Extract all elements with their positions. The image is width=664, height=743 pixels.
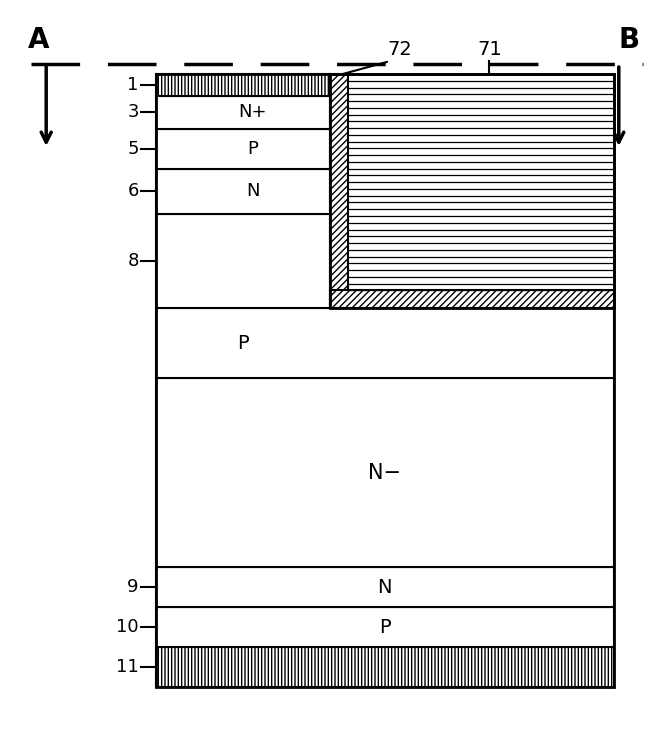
Bar (156, 169, 330, 213)
Text: 6: 6 (127, 182, 139, 200)
Bar (330, 74, 614, 308)
Bar (156, 378, 614, 567)
Text: 10: 10 (116, 618, 139, 636)
Text: 9: 9 (127, 578, 139, 596)
Bar (156, 96, 330, 129)
Text: 3: 3 (127, 103, 139, 121)
Text: 5: 5 (127, 140, 139, 158)
Text: P: P (248, 140, 258, 158)
Bar (156, 74, 330, 96)
Text: P: P (379, 617, 390, 637)
Bar (156, 129, 330, 169)
Text: N: N (246, 182, 260, 200)
Bar (348, 74, 614, 291)
Text: N−: N− (369, 463, 401, 483)
Bar (156, 647, 614, 687)
Text: B: B (618, 26, 639, 54)
Bar (156, 74, 614, 687)
Text: P: P (237, 334, 249, 353)
Text: 11: 11 (116, 658, 139, 676)
Bar (330, 74, 348, 308)
Text: A: A (27, 26, 49, 54)
Bar (156, 308, 614, 378)
Text: 8: 8 (127, 252, 139, 270)
Bar (156, 213, 330, 308)
Bar (156, 567, 614, 607)
Bar (156, 607, 614, 647)
Text: 1: 1 (127, 76, 139, 94)
Text: N: N (378, 578, 392, 597)
Bar (330, 291, 614, 308)
Text: 72: 72 (387, 39, 412, 59)
Text: N+: N+ (238, 103, 267, 121)
Text: 71: 71 (477, 39, 502, 59)
